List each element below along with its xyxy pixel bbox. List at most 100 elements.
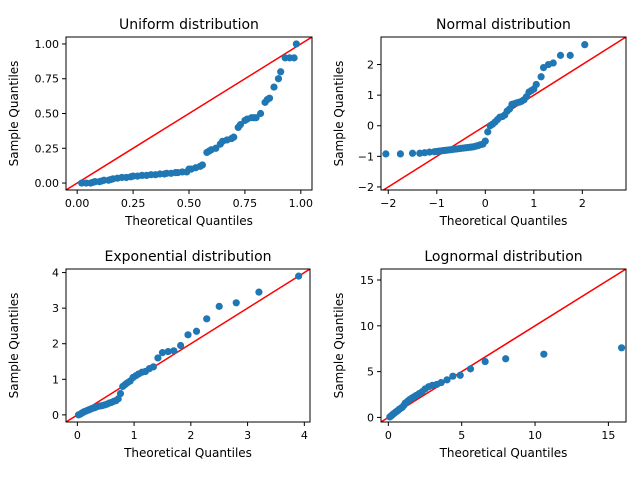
data-point bbox=[449, 372, 457, 380]
chart-title: Exponential distribution bbox=[104, 249, 271, 265]
x-tick-label: 0.50 bbox=[177, 197, 202, 210]
y-tick-label: 1 bbox=[52, 373, 59, 386]
data-point bbox=[549, 59, 557, 67]
y-axis-label: Sample Quantiles bbox=[7, 61, 21, 167]
data-point bbox=[158, 349, 167, 357]
data-point bbox=[396, 150, 405, 158]
data-point bbox=[256, 109, 265, 118]
x-tick-label: 3 bbox=[244, 429, 251, 442]
data-point bbox=[456, 371, 464, 379]
data-points bbox=[386, 344, 626, 421]
y-tick-label: −1 bbox=[358, 150, 374, 163]
x-axis-label: Theoretical Quantiles bbox=[124, 214, 253, 228]
x-axis-label: Theoretical Quantiles bbox=[439, 214, 568, 228]
x-tick-label: 1.00 bbox=[289, 197, 314, 210]
data-point bbox=[537, 73, 545, 81]
x-tick-label: 1 bbox=[131, 429, 138, 442]
y-tick-label: 0.50 bbox=[35, 108, 60, 121]
subplot-3: 0 1 2 3 4 0 1 2 3 4 Exponential distribution Theore… bbox=[7, 249, 311, 460]
y-tick-label: 1.00 bbox=[35, 38, 60, 51]
data-point bbox=[556, 51, 565, 59]
data-point bbox=[154, 354, 162, 362]
y-tick-label: 15 bbox=[360, 274, 374, 287]
x-tick-label: 0.75 bbox=[233, 197, 258, 210]
data-point bbox=[295, 272, 303, 280]
data-point bbox=[192, 327, 201, 335]
data-point bbox=[170, 347, 178, 355]
x-tick-label: −1 bbox=[429, 197, 445, 210]
data-point bbox=[203, 315, 211, 323]
y-tick-label: 0.75 bbox=[35, 73, 60, 86]
data-point bbox=[270, 83, 278, 91]
x-tick-label: 2 bbox=[579, 197, 586, 210]
data-point bbox=[532, 80, 540, 89]
data-point bbox=[116, 389, 125, 398]
data-point bbox=[230, 133, 238, 141]
data-point bbox=[566, 51, 574, 59]
x-tick-label: 4 bbox=[301, 429, 308, 442]
data-point bbox=[292, 40, 300, 48]
data-point bbox=[617, 344, 626, 352]
data-point bbox=[481, 137, 489, 145]
data-point bbox=[215, 302, 223, 310]
data-point bbox=[466, 365, 475, 373]
data-point bbox=[232, 299, 240, 307]
data-points bbox=[78, 40, 300, 187]
data-point bbox=[581, 41, 589, 49]
data-point bbox=[481, 357, 489, 366]
y-tick-label: −2 bbox=[358, 181, 374, 194]
subplot-1: 0.00 0.25 0.50 0.75 1.00 0.00 0.25 0.50 0.75 1.00… bbox=[7, 17, 313, 228]
y-axis-label: Sample Quantiles bbox=[332, 293, 346, 399]
x-axis-label: Theoretical Quantiles bbox=[439, 446, 568, 460]
reference-line bbox=[66, 269, 310, 422]
data-point bbox=[164, 347, 172, 356]
subplot-4: 0 5 10 15 0 5 10 15 Lognormal distribution Theore… bbox=[332, 249, 627, 460]
data-point bbox=[198, 161, 207, 169]
y-tick-label: 0 bbox=[52, 409, 59, 422]
y-tick-label: 1 bbox=[367, 89, 374, 102]
data-point bbox=[184, 331, 192, 339]
axes-frame bbox=[65, 268, 311, 423]
y-tick-label: 2 bbox=[367, 59, 374, 72]
subplot-2: −2 −1 0 1 2 −2 −1 0 1 2 Normal distribution Theoret… bbox=[332, 17, 627, 228]
y-tick-label: 0 bbox=[367, 411, 374, 424]
x-tick-label: 0.25 bbox=[121, 197, 146, 210]
data-point bbox=[274, 75, 283, 83]
x-tick-label: −2 bbox=[380, 197, 396, 210]
chart-title: Uniform distribution bbox=[119, 17, 259, 33]
data-point bbox=[484, 128, 492, 136]
x-tick-label: 0 bbox=[385, 429, 392, 442]
y-tick-label: 4 bbox=[52, 267, 59, 280]
data-point bbox=[443, 376, 451, 384]
data-point bbox=[149, 363, 157, 371]
chart-title: Normal distribution bbox=[436, 17, 571, 33]
y-tick-label: 0.25 bbox=[35, 142, 60, 155]
y-tick-label: 2 bbox=[52, 338, 59, 351]
data-point bbox=[408, 149, 417, 157]
chart-title: Lognormal distribution bbox=[424, 249, 582, 265]
x-tick-label: 0 bbox=[74, 429, 81, 442]
y-tick-label: 0.00 bbox=[35, 177, 60, 190]
data-point bbox=[177, 341, 185, 350]
x-tick-label: 1 bbox=[530, 197, 537, 210]
axes-frame bbox=[380, 36, 627, 191]
data-point bbox=[277, 68, 285, 76]
x-tick-label: 5 bbox=[458, 429, 465, 442]
x-tick-label: 15 bbox=[601, 429, 615, 442]
data-points bbox=[382, 41, 589, 158]
x-tick-label: 2 bbox=[187, 429, 194, 442]
y-tick-label: 5 bbox=[367, 366, 374, 379]
x-axis-label: Theoretical Quantiles bbox=[123, 446, 252, 460]
data-points bbox=[74, 272, 303, 419]
reference-line bbox=[66, 37, 312, 190]
y-tick-label: 10 bbox=[360, 320, 374, 333]
data-point bbox=[382, 150, 390, 158]
data-point bbox=[265, 94, 274, 102]
x-tick-label: 10 bbox=[528, 429, 542, 442]
x-tick-label: 0 bbox=[482, 197, 489, 210]
data-point bbox=[290, 54, 298, 62]
reference-line bbox=[381, 269, 626, 422]
data-point bbox=[255, 288, 263, 296]
data-point bbox=[502, 355, 510, 363]
